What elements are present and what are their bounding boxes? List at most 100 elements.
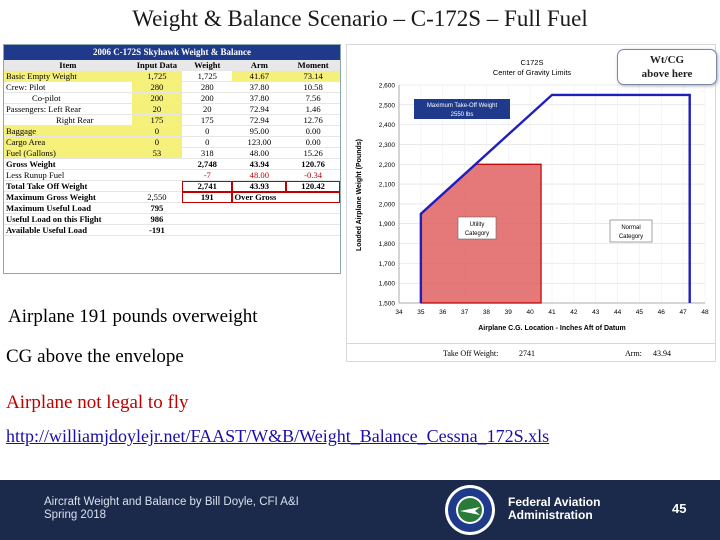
moment-cell: -0.34 — [286, 169, 340, 182]
useful-load-row: Maximum Useful Load 795 — [4, 202, 340, 215]
arm-cell: 48.00 — [232, 147, 287, 160]
weight-cell: 280 — [182, 81, 233, 94]
x-tick-label: 48 — [701, 309, 709, 316]
weight-cell: 200 — [182, 92, 233, 105]
moment-cell: 7.56 — [286, 92, 340, 105]
org-line1: Federal Aviation — [508, 495, 601, 509]
spreadsheet-link[interactable]: http://williamjdoylejr.net/FAAST/W&B/Wei… — [6, 426, 550, 446]
header-cell: Moment — [286, 60, 340, 72]
input-cell[interactable]: 0 — [131, 125, 183, 138]
table-row: Basic Empty Weight 1,725 1,725 41.67 73.… — [4, 70, 340, 83]
row-label: Fuel (Gallons) — [4, 147, 132, 160]
max-weight-label-line2: 2550 lbs — [451, 112, 474, 118]
slide-footer: Aircraft Weight and Balance by Bill Doyl… — [0, 480, 720, 540]
y-tick-label: 1,600 — [379, 281, 396, 288]
row-label: Less Runup Fuel — [4, 169, 132, 182]
arm-cell: 43.93 — [232, 180, 287, 193]
sheet-title: 2006 C-172S Skyhawk Weight & Balance — [4, 45, 340, 60]
row-label: Baggage — [4, 125, 132, 138]
input-cell: 2,550 — [131, 191, 183, 204]
x-tick-label: 38 — [483, 309, 491, 316]
header-cell: Item — [4, 60, 132, 72]
input-cell[interactable]: 1,725 — [131, 70, 183, 83]
x-tick-label: 40 — [527, 309, 535, 316]
weight-cell: 2,748 — [182, 158, 233, 171]
cg-limits-chart: C172S Center of Gravity Limits Loaded Ai… — [346, 44, 716, 344]
moment-cell[interactable]: 73.14 — [286, 70, 340, 83]
weight-cell: -7 — [182, 169, 233, 182]
y-tick-label: 1,500 — [379, 301, 396, 308]
input-cell[interactable]: 200 — [131, 92, 183, 105]
moment-cell: 0.00 — [286, 136, 340, 149]
row-label: Useful Load on this Flight — [4, 213, 132, 226]
y-tick-labels: 2,600 2,500 2,400 2,300 2,200 2,100 2,000 1,900… — [379, 83, 396, 308]
value-cell: 795 — [131, 202, 183, 215]
arm-label: Arm: — [625, 349, 642, 358]
overweight-statement: Airplane 191 pounds overweight — [6, 306, 262, 328]
input-cell[interactable]: 53 — [131, 147, 183, 160]
faa-seal-icon — [445, 485, 495, 535]
footer-credit: Aircraft Weight and Balance by Bill Doyl… — [44, 496, 299, 522]
callout-line1: Wt/CG — [649, 54, 685, 66]
cg-statement: CG above the envelope — [6, 346, 184, 367]
header-cell: Arm — [232, 60, 287, 72]
row-label: Crew: Pilot — [4, 81, 132, 94]
faa-name: Federal Aviation Administration — [508, 496, 600, 522]
utility-label-box — [457, 216, 497, 240]
arm-cell: 95.00 — [232, 125, 287, 138]
row-label: Total Take Off Weight — [4, 180, 132, 193]
row-label: Cargo Area — [4, 136, 132, 149]
value-cell: 986 — [131, 213, 183, 226]
credit-line2: Spring 2018 — [44, 509, 107, 521]
input-cell[interactable]: 175 — [131, 114, 183, 127]
x-tick-label: 46 — [658, 309, 666, 316]
x-tick-label: 44 — [614, 309, 622, 316]
y-tick-label: 2,000 — [379, 201, 396, 208]
takeoff-weight-value: 2741 — [519, 349, 535, 358]
weight-cell: 0 — [182, 136, 233, 149]
table-row: Co-pilot 200 200 37.80 7.56 — [4, 92, 340, 105]
row-label: Basic Empty Weight — [4, 70, 132, 83]
table-row: Cargo Area 0 0 123.00 0.00 — [4, 136, 340, 149]
input-cell[interactable]: 280 — [131, 81, 183, 94]
y-tick-label: 1,900 — [379, 221, 396, 228]
gross-weight-row: Gross Weight 2,748 43.94 120.76 — [4, 158, 340, 171]
x-tick-labels: 34 35 36 37 38 39 40 41 42 43 44 45 46 47 48 — [395, 309, 709, 316]
weight-cell: 175 — [182, 114, 233, 127]
row-label: Maximum Useful Load — [4, 202, 132, 215]
max-weight-label-line1: Maximum Take-Off Weight — [427, 103, 498, 109]
y-axis-label: Loaded Airplane Weight (Pounds) — [356, 139, 363, 251]
x-tick-label: 42 — [570, 309, 578, 316]
y-tick-label: 2,600 — [379, 83, 396, 90]
table-row: Fuel (Gallons) 53 318 48.00 15.26 — [4, 147, 340, 160]
y-tick-label: 2,400 — [379, 122, 396, 129]
input-cell[interactable]: 20 — [131, 103, 183, 116]
takeoff-weight-label: Take Off Weight: — [443, 349, 499, 358]
arm-cell[interactable]: 41.67 — [232, 70, 287, 83]
moment-cell: 10.58 — [286, 81, 340, 94]
arm-cell: 48.00 — [232, 169, 287, 182]
overweight-cell: 191 — [182, 191, 233, 204]
row-label: Maximum Gross Weight — [4, 191, 132, 204]
moment-cell: 120.76 — [286, 158, 340, 171]
normal-category-envelope — [419, 93, 691, 303]
input-cell[interactable]: 0 — [131, 136, 183, 149]
arm-cell: 37.80 — [232, 92, 287, 105]
weight-cell: 20 — [182, 103, 233, 116]
x-tick-label: 45 — [636, 309, 644, 316]
x-tick-label: 39 — [505, 309, 513, 316]
normal-label-line2: Category — [619, 234, 643, 240]
weight-cell: 1,725 — [182, 70, 233, 83]
arm-cell: 123.00 — [232, 136, 287, 149]
chart-axes — [398, 85, 705, 304]
moment-cell: 15.26 — [286, 147, 340, 160]
row-label: Available Useful Load — [4, 224, 132, 237]
table-row: Baggage 0 0 95.00 0.00 — [4, 125, 340, 138]
chart-title-line2: Center of Gravity Limits — [493, 68, 572, 77]
x-tick-label: 47 — [680, 309, 688, 316]
y-tick-label: 1,800 — [379, 241, 396, 248]
moment-cell: 12.76 — [286, 114, 340, 127]
normal-label-box — [609, 219, 653, 243]
callout-line2: above here — [641, 68, 693, 80]
y-tick-label: 1,700 — [379, 261, 396, 268]
